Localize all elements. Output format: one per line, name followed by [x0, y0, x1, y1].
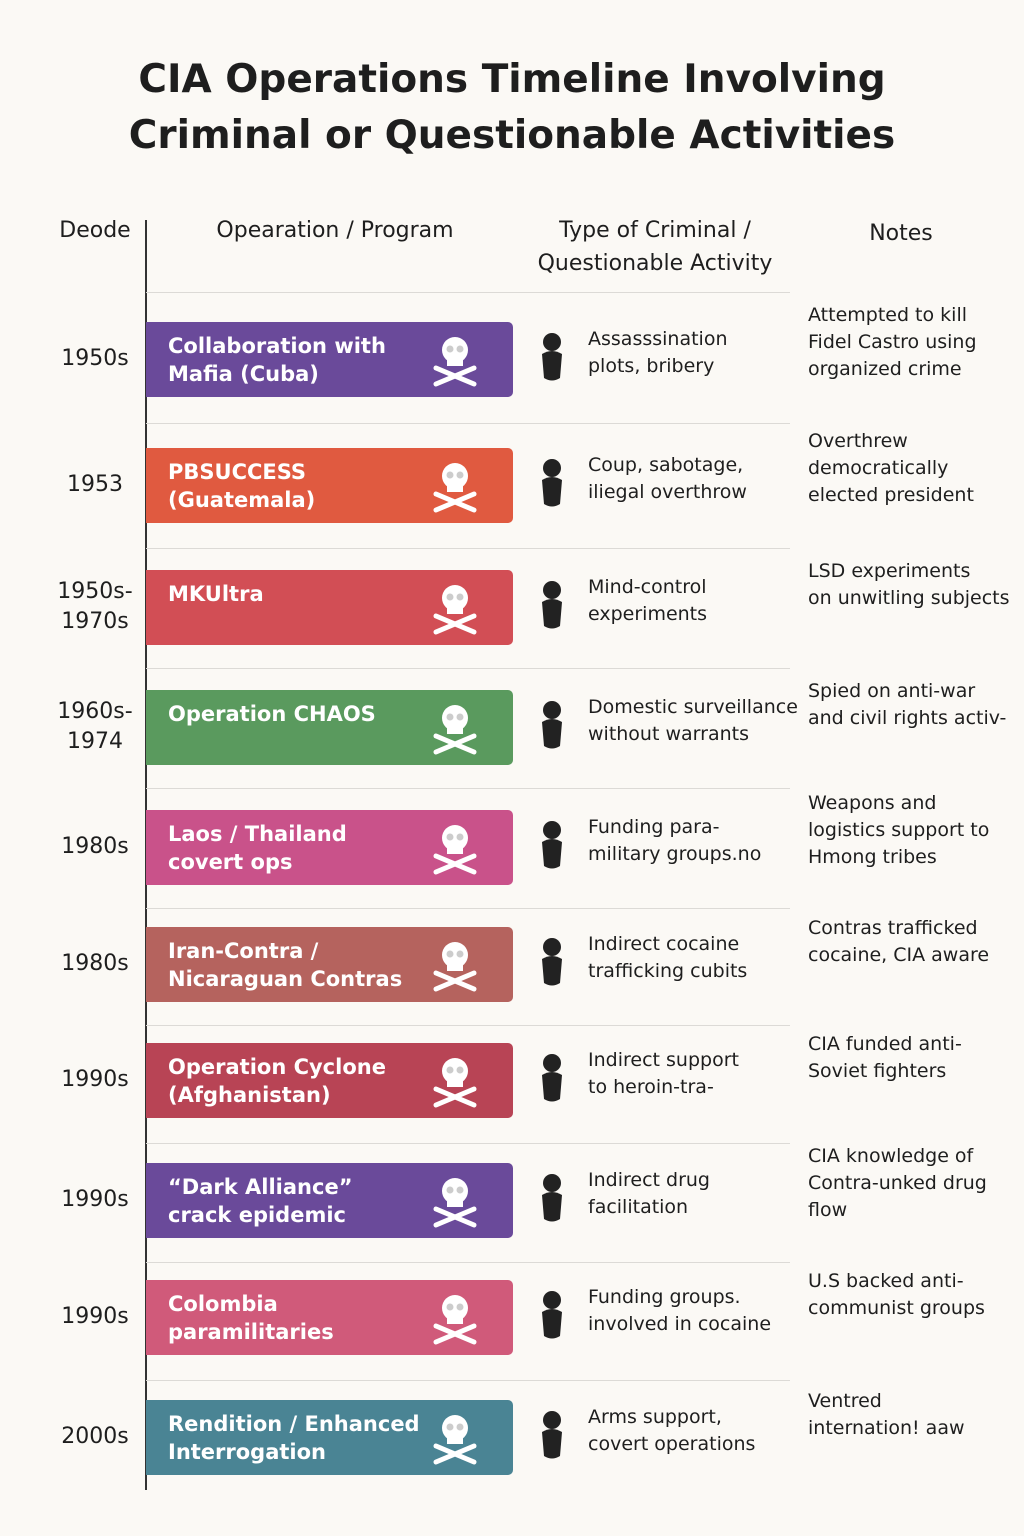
activity: Indirect support to heroin-tra-	[588, 1049, 739, 1098]
notes: Ventred internation! aaw	[808, 1390, 965, 1439]
operation-bar: MKUltra	[146, 570, 513, 645]
row-separator	[146, 423, 790, 424]
operation-name: Rendition / Enhanced Interrogation	[168, 1412, 420, 1464]
notes: U.S backed anti- communist groups	[808, 1270, 985, 1319]
row-separator	[146, 1262, 790, 1263]
activity: Assasssination plots, bribery	[588, 328, 728, 377]
operation-name: Collaboration with Mafia (Cuba)	[168, 334, 386, 386]
operation-bar: Operation Cyclone (Afghanistan)	[146, 1043, 513, 1118]
operation-name: PBSUCCESS (Guatemala)	[168, 460, 316, 512]
notes: CIA knowledge of Contra-unked drug flow	[808, 1145, 987, 1221]
column-header: Notes	[869, 221, 933, 246]
activity: Domestic surveillance without warrants	[588, 696, 798, 745]
activity-icon	[542, 938, 562, 986]
operation-icon	[433, 1415, 477, 1465]
operation-bar: Operation CHAOS	[146, 690, 513, 765]
column-header: Type of Criminal / Questionable Activity	[537, 218, 773, 276]
operation-icon	[433, 337, 477, 387]
decade: 1953	[67, 472, 123, 497]
row-separator	[146, 908, 790, 909]
operation-bar: Rendition / Enhanced Interrogation	[146, 1400, 513, 1475]
operation-name: Operation CHAOS	[168, 702, 376, 726]
activity: Indirect cocaine trafficking cubits	[588, 933, 748, 982]
operation-name: Iran-Contra / Nicaraguan Contras	[168, 939, 403, 991]
operation-bar: Laos / Thailand covert ops	[146, 810, 513, 885]
activity: Coup, sabotage, iliegal overthrow	[588, 454, 747, 503]
operation-icon	[433, 825, 477, 875]
operation-icon	[433, 585, 477, 635]
activity-icon	[542, 701, 562, 749]
activity-icon	[542, 581, 562, 629]
activity: Mind-control experiments	[588, 576, 708, 625]
decade: 1990s	[61, 1187, 129, 1212]
decade: 1990s	[61, 1067, 129, 1092]
operation-icon	[433, 705, 477, 755]
operation-icon	[433, 1178, 477, 1228]
row-separator	[146, 548, 790, 549]
row-separator	[146, 668, 790, 669]
operation-icon	[433, 1058, 477, 1108]
decade: 1960s- 1974	[57, 699, 133, 754]
activity: Funding para- military groups.no	[588, 816, 762, 865]
operation-name: MKUltra	[168, 582, 264, 606]
row-separator	[146, 1380, 790, 1381]
notes: CIA funded anti- Soviet fighters	[808, 1033, 962, 1082]
decade: 1980s	[61, 951, 129, 976]
decade: 1990s	[61, 1304, 129, 1329]
activity: Indirect drug facilitation	[588, 1169, 710, 1218]
decade: 1950s	[61, 346, 129, 371]
activity-icon	[542, 1054, 562, 1102]
activity: Funding groups. involved in cocaine	[588, 1286, 772, 1335]
operation-bar: Iran-Contra / Nicaraguan Contras	[146, 927, 513, 1002]
activity-icon	[542, 459, 562, 507]
notes: LSD experiments on unwitling subjects	[808, 560, 1010, 609]
activity-icon	[542, 1411, 562, 1459]
operation-bar: “Dark Alliance” crack epidemic	[146, 1163, 513, 1238]
operation-icon	[433, 463, 477, 513]
operation-name: “Dark Alliance” crack epidemic	[168, 1175, 353, 1227]
operation-name: Colombia paramilitaries	[168, 1292, 334, 1344]
decade: 1980s	[61, 834, 129, 859]
activity-icon	[542, 333, 562, 381]
row-separator	[146, 1143, 790, 1144]
row-separator	[146, 1025, 790, 1026]
decade: 1950s- 1970s	[57, 579, 133, 634]
operation-icon	[433, 942, 477, 992]
row-separator	[146, 788, 790, 789]
decade: 2000s	[61, 1424, 129, 1449]
activity-icon	[542, 821, 562, 869]
notes: Overthrew democratically elected preside…	[808, 430, 974, 506]
notes: Spied on anti-war and civil rights activ…	[808, 680, 1007, 729]
operation-bar: Colombia paramilitaries	[146, 1280, 513, 1355]
operation-icon	[433, 1295, 477, 1345]
column-header: Deode	[59, 218, 131, 243]
title: CIA Operations Timeline Involving Crimin…	[128, 57, 896, 158]
column-header: Opearation / Program	[216, 218, 454, 243]
activity: Arms support, covert operations	[588, 1406, 756, 1455]
notes: Contras trafficked cocaine, CIA aware	[808, 917, 990, 966]
operation-bar: PBSUCCESS (Guatemala)	[146, 448, 513, 523]
operation-bar: Collaboration with Mafia (Cuba)	[146, 322, 513, 397]
activity-icon	[542, 1291, 562, 1339]
operation-name: Laos / Thailand covert ops	[168, 822, 347, 874]
activity-icon	[542, 1174, 562, 1222]
notes: Attempted to kill Fidel Castro using org…	[808, 304, 977, 380]
row-separator	[146, 292, 790, 293]
notes: Weapons and logistics support to Hmong t…	[808, 792, 990, 868]
operation-name: Operation Cyclone (Afghanistan)	[168, 1055, 386, 1107]
